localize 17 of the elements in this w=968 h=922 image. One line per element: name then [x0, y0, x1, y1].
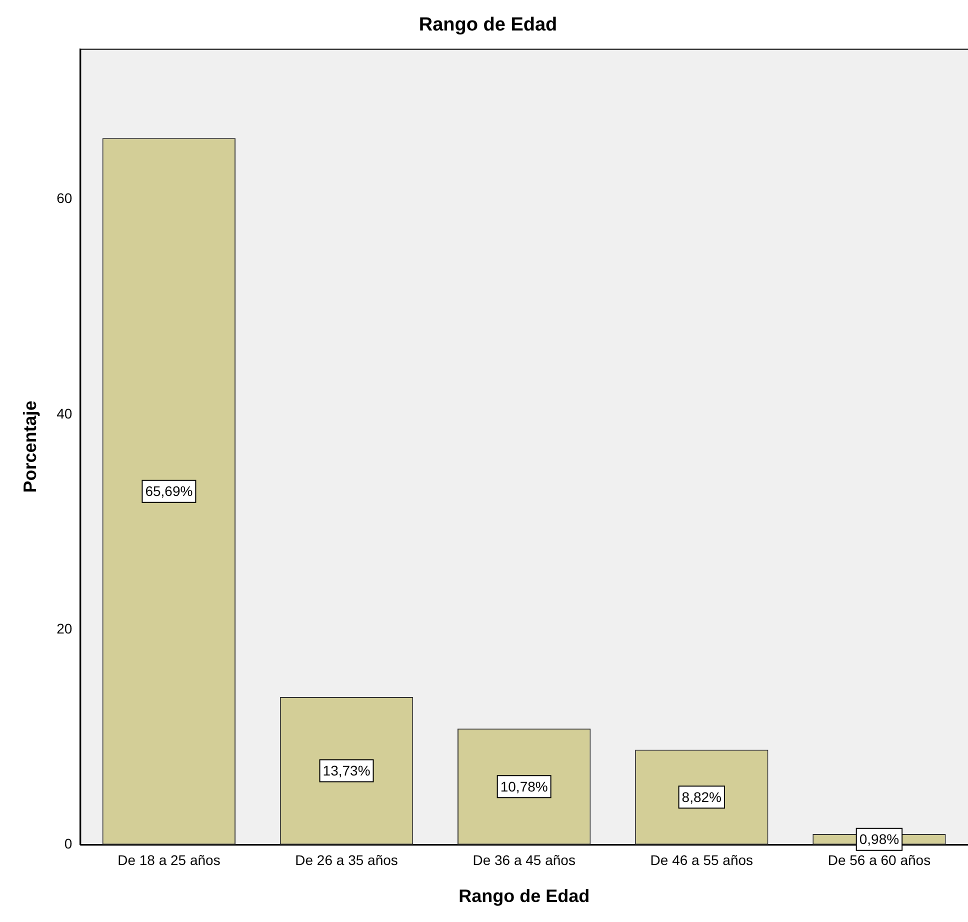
x-tick-label: De 18 a 25 años — [118, 852, 220, 868]
x-axis-title: Rango de Edad — [458, 886, 590, 906]
data-label: 10,78% — [500, 778, 548, 794]
y-tick-label: 60 — [56, 190, 72, 206]
y-tick-label: 20 — [56, 620, 72, 636]
x-tick-label: De 56 a 60 años — [828, 852, 931, 868]
y-axis-title: Porcentaje — [20, 400, 40, 493]
x-tick-label: De 26 a 35 años — [295, 852, 398, 868]
x-tick-label: De 46 a 55 años — [650, 852, 754, 868]
y-tick-label: 40 — [56, 405, 72, 422]
data-label: 0,98% — [859, 831, 900, 848]
y-tick-label: 0 — [64, 835, 72, 852]
data-label: 65,69% — [145, 483, 193, 500]
x-tick-label: De 36 a 45 años — [472, 852, 576, 868]
data-label: 13,73% — [322, 762, 370, 779]
chart-title: Rango de Edad — [418, 14, 558, 36]
data-label: 8,82% — [682, 789, 722, 806]
